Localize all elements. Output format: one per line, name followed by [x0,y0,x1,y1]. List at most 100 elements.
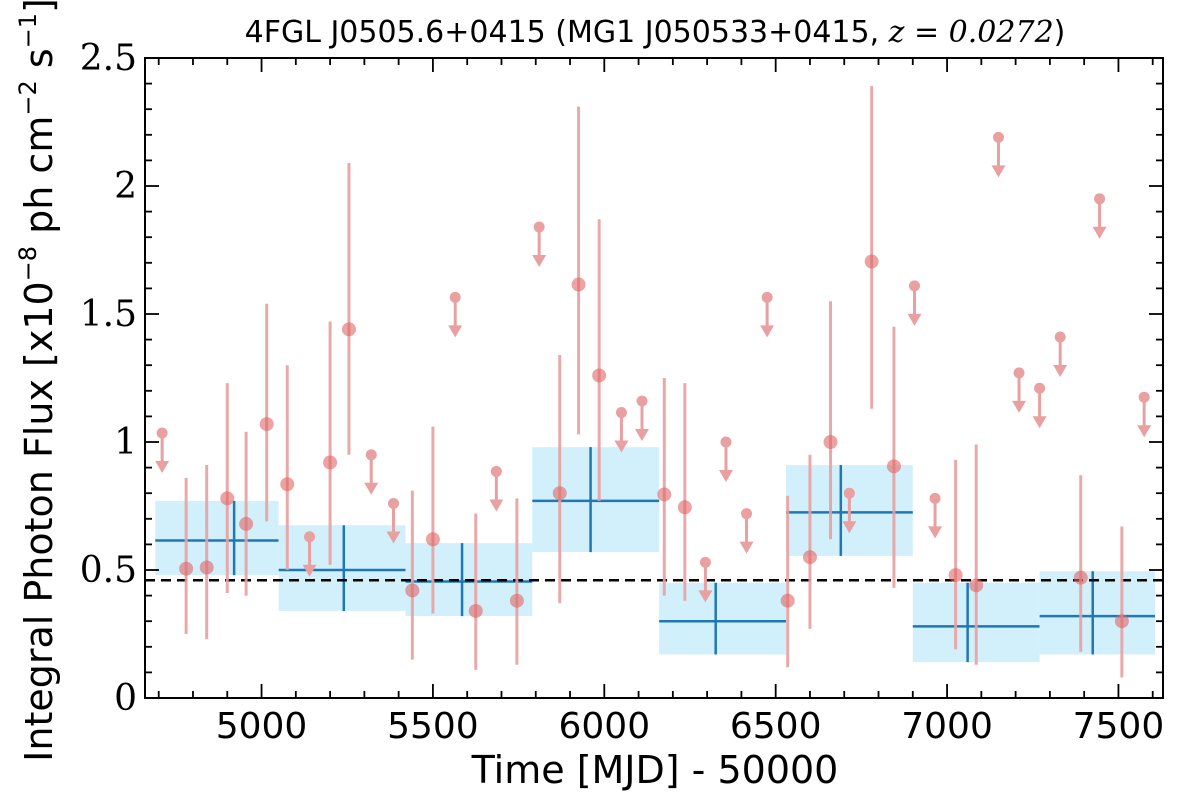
upper-limit-point-8 [636,395,648,407]
flux-point-0 [179,561,194,576]
bin-box-1 [278,525,406,611]
upper-limit-point-9 [699,556,711,568]
x-tick-label-4: 7000 [901,706,993,747]
upper-limit-arrow-8 [635,429,650,442]
upper-limit-arrow-4 [448,325,463,338]
bin-box-0 [155,500,279,576]
flux-point-7 [341,322,356,337]
flux-point-24 [1073,570,1088,585]
y-label-mid: ph cm [17,116,61,246]
upper-limit-point-3 [388,497,400,509]
upper-limit-arrow-14 [907,313,922,326]
flux-points-layer [179,86,1129,678]
upper-limit-arrow-17 [1012,400,1027,413]
upper-limit-arrow-0 [155,461,170,474]
upper-limit-arrow-18 [1032,416,1047,429]
chart-title-redshift: z = 0.0272 [888,15,1054,50]
y-label-base: Integral Photon Flux [x10 [17,281,61,762]
upper-limit-arrow-10 [718,470,733,482]
upper-limits-layer [155,131,1152,603]
upper-limit-point-0 [156,427,168,439]
x-axis-ticks: 5000 5500 6000 6500 7000 7500 [157,58,1165,747]
flux-point-9 [425,532,440,547]
upper-limit-point-5 [490,465,502,477]
flux-point-1 [199,560,214,575]
bin-box-4 [659,582,786,655]
y-tick-label-5: 2.5 [80,38,137,79]
upper-limit-point-11 [741,508,753,520]
upper-limit-arrow-6 [532,254,547,267]
flux-point-6 [323,455,338,470]
x-tick-label-5: 7500 [1073,706,1165,747]
chart-title-suffix: ) [1054,15,1066,50]
flux-point-23 [969,578,984,593]
flux-point-16 [677,500,692,515]
y-label-mid-2: s [17,48,61,80]
upper-limit-point-6 [533,221,545,233]
upper-limit-point-12 [761,291,773,303]
flux-point-4 [259,417,274,432]
y-tick-label-0: 0 [114,678,137,719]
upper-limit-arrow-12 [760,325,775,338]
chart-title-prefix: 4FGL J0505.6+0415 (MG1 J050533+0415, [245,15,889,50]
y-label-end: ] [17,0,61,13]
x-tick-label-3: 6500 [730,706,822,747]
x-tick-label-1: 5500 [387,706,479,747]
flux-point-25 [1114,614,1129,629]
flux-point-19 [823,435,838,449]
flux-point-18 [802,550,817,565]
flux-point-17 [780,593,795,608]
y-label-exp-1: −8 [14,246,42,281]
y-axis-ticks: 0 0.5 1 1.5 2 2.5 [80,38,1163,719]
y-tick-label-4: 2 [114,166,137,207]
y-label-exp-2: −2 [14,80,42,115]
upper-limit-point-17 [1013,367,1025,379]
upper-limit-point-7 [615,407,627,419]
upper-limit-point-2 [365,449,377,461]
upper-limit-arrow-5 [489,499,504,512]
y-axis-label: Integral Photon Flux [x10−8 ph cm−2 s−1] [14,0,61,762]
flux-point-10 [468,603,483,618]
flux-point-2 [220,491,235,506]
upper-limit-point-21 [1138,391,1150,403]
flux-point-12 [552,486,567,501]
upper-limit-arrow-13 [842,521,857,534]
y-tick-label-3: 1.5 [80,294,137,335]
y-tick-label-1: 0.5 [80,550,137,591]
upper-limit-point-19 [1054,331,1066,343]
upper-limit-arrow-16 [991,165,1006,178]
upper-limit-arrow-1 [302,564,317,577]
flux-point-15 [657,487,672,502]
upper-limit-arrow-7 [614,440,629,453]
flux-point-11 [509,593,524,608]
upper-limit-arrow-9 [698,590,713,603]
upper-limit-arrow-21 [1137,425,1152,438]
upper-limit-arrow-3 [386,531,401,544]
upper-limit-point-16 [992,131,1004,143]
flux-point-3 [239,516,254,531]
x-axis-label: Time [MJD] - 50000 [471,748,839,792]
flux-point-22 [948,568,963,583]
bin-box-7 [1039,571,1155,655]
y-tick-label-2: 1 [114,422,137,463]
flux-point-8 [405,583,420,598]
upper-limit-point-10 [720,436,732,448]
upper-limit-point-1 [304,531,316,543]
upper-limit-arrow-19 [1053,365,1068,378]
upper-limit-point-4 [449,291,461,303]
y-label-exp-3: −1 [14,13,42,48]
flux-point-21 [886,459,901,474]
bin-box-3 [532,447,660,553]
plot-frame [144,57,1164,699]
flux-point-13 [571,277,586,292]
upper-limit-point-15 [929,492,941,504]
upper-limit-arrow-11 [739,541,754,554]
x-tick-label-0: 5000 [216,706,308,747]
chart-title: 4FGL J0505.6+0415 (MG1 J050533+0415, z =… [245,15,1066,50]
upper-limit-point-20 [1094,193,1106,205]
flux-point-20 [864,254,879,269]
flux-point-5 [280,477,295,492]
flux-point-14 [592,368,607,383]
upper-limit-arrow-15 [928,526,943,539]
